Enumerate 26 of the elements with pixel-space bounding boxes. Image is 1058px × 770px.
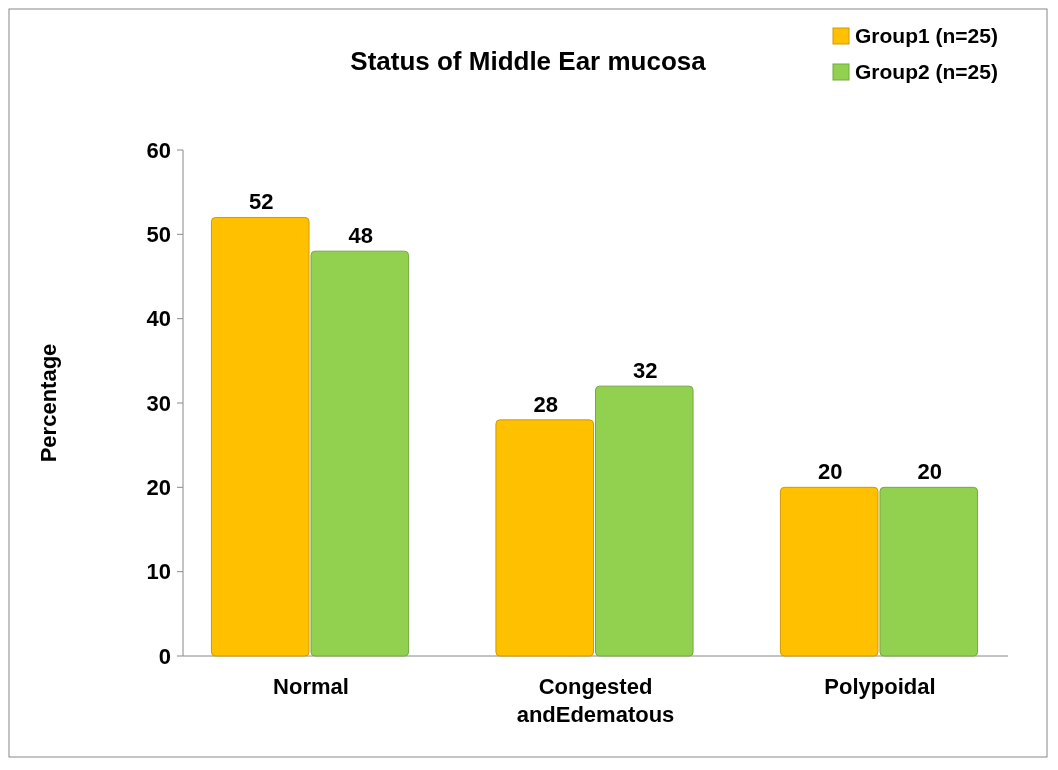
y-tick-label: 10 [146, 559, 171, 585]
data-label: 48 [348, 223, 374, 249]
chart-title: Status of Middle Ear mucosa [350, 46, 707, 76]
y-tick-label: 40 [146, 306, 171, 332]
bar [495, 419, 594, 657]
bar [595, 385, 694, 657]
data-label: 20 [817, 459, 843, 485]
data-label: 52 [248, 189, 274, 215]
x-tick-label: Congested andEdematous [516, 674, 675, 727]
x-tick-label: Normal [273, 674, 349, 699]
data-label: 32 [633, 358, 658, 384]
bar [210, 216, 310, 657]
x-tick-label: Polypoidal [824, 674, 936, 699]
legend-label: Group2 (n=25) [855, 60, 998, 84]
data-label: 28 [533, 391, 558, 417]
data-label: 20 [917, 459, 943, 485]
y-tick-label: 0 [158, 643, 171, 669]
y-tick-label: 20 [146, 475, 171, 501]
y-tick-label: 50 [146, 222, 171, 248]
y-axis-title: Percentage [36, 343, 61, 463]
legend-label: Group1 (n=25) [855, 24, 998, 48]
y-tick-label: 30 [146, 390, 171, 416]
bar [310, 250, 410, 657]
bar [879, 486, 979, 657]
y-tick-label: 60 [146, 137, 171, 163]
bar [779, 486, 879, 657]
